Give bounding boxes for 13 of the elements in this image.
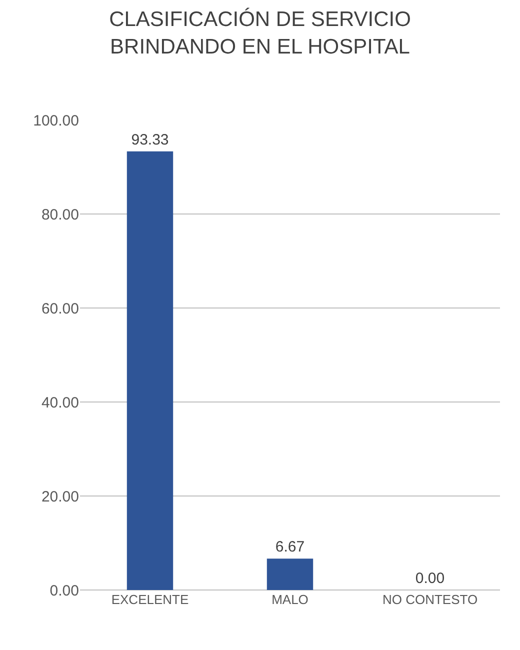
y-tick-label: 0.00	[50, 582, 79, 600]
chart-title: CLASIFICACIÓN DE SERVICIO BRINDANDO EN EL HOSPITAL	[109, 7, 411, 58]
y-tick-label: 80.00	[41, 206, 79, 224]
data-label: 93.33	[131, 131, 169, 148]
x-tick-label: EXCELENTE	[111, 592, 189, 607]
y-tick-label: 20.00	[41, 488, 79, 506]
y-tick-label: 100.00	[33, 112, 79, 130]
y-tick-label: 60.00	[41, 300, 79, 318]
x-tick-label: MALO	[272, 592, 308, 607]
y-tick-label: 40.00	[41, 394, 79, 412]
x-tick-label: NO CONTESTO	[382, 592, 478, 607]
data-label: 6.67	[275, 538, 305, 556]
data-label: 0.00	[415, 570, 445, 587]
